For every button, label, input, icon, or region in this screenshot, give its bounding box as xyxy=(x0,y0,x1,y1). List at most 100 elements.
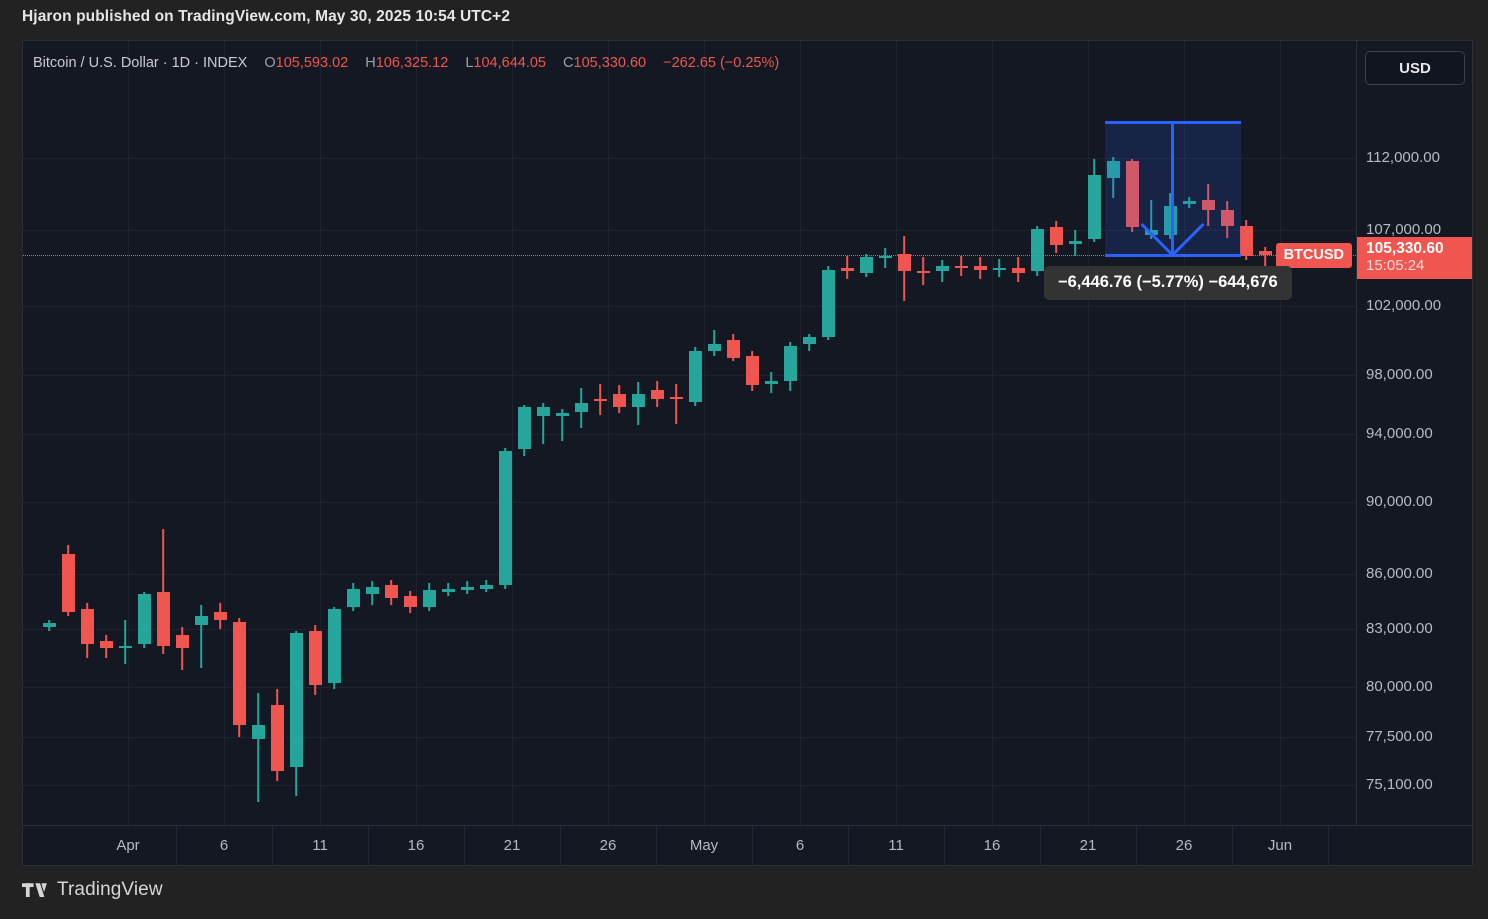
time-scale-separator xyxy=(272,826,273,865)
gridline-horizontal xyxy=(23,434,1358,435)
candlestick xyxy=(726,333,740,362)
candle-body xyxy=(1011,267,1025,273)
current-price-label[interactable]: 105,330.60 15:05:24 xyxy=(1357,237,1472,279)
time-axis-label: 16 xyxy=(983,837,1001,854)
chart-plot-area[interactable]: −6,446.76 (−5.77%) −644,676 BTCUSD xyxy=(23,41,1358,826)
gridline-vertical xyxy=(1184,41,1185,826)
candle-body xyxy=(498,450,512,585)
footer: TradingView xyxy=(22,879,163,901)
measurement-bottom-edge[interactable] xyxy=(1105,253,1241,257)
candlestick xyxy=(232,618,246,737)
price-axis-label: 102,000.00 xyxy=(1366,297,1442,314)
candle-body xyxy=(954,266,968,269)
candle-body xyxy=(327,608,341,684)
gridline-vertical xyxy=(896,41,897,826)
candle-body xyxy=(99,640,113,649)
currency-badge[interactable]: USD xyxy=(1365,51,1465,85)
gridline-vertical xyxy=(1280,41,1281,826)
candlestick xyxy=(270,689,284,781)
candle-body xyxy=(232,621,246,725)
candle-wick xyxy=(200,605,202,668)
candlestick xyxy=(935,260,949,282)
candlestick xyxy=(1030,225,1044,276)
symbol-badge[interactable]: BTCUSD xyxy=(1275,243,1352,269)
time-scale-separator xyxy=(752,826,753,865)
candle-body xyxy=(840,267,854,272)
gridline-horizontal xyxy=(23,306,1358,307)
candlestick xyxy=(555,408,569,441)
time-axis-label: Jun xyxy=(1267,837,1293,854)
time-scale-separator xyxy=(464,826,465,865)
price-axis-label: 75,100.00 xyxy=(1366,776,1433,793)
candle-wick xyxy=(960,255,962,276)
candle-body xyxy=(1030,228,1044,272)
candle-body xyxy=(42,623,56,628)
chart-panel: −6,446.76 (−5.77%) −644,676 BTCUSD Bitcoi… xyxy=(22,40,1473,866)
candle-body xyxy=(384,585,398,598)
time-axis-label: May xyxy=(689,837,719,854)
candle-body xyxy=(916,271,930,274)
candlestick xyxy=(859,254,873,278)
candle-body xyxy=(1220,209,1234,226)
candlestick xyxy=(612,385,626,414)
price-axis-label: 80,000.00 xyxy=(1366,678,1433,695)
candle-body xyxy=(897,254,911,272)
candle-wick xyxy=(846,255,848,279)
time-scale[interactable]: Apr 6 11 16 21 26 May 6 11 16 21 26 Jun xyxy=(23,825,1472,865)
gridline-vertical xyxy=(512,41,513,826)
candle-body xyxy=(422,590,436,607)
candle-body xyxy=(764,380,778,384)
candlestick xyxy=(365,581,379,606)
measurement-box[interactable] xyxy=(1105,120,1241,257)
time-scale-separator xyxy=(848,826,849,865)
tradingview-logo-icon xyxy=(22,882,47,897)
candle-body xyxy=(479,585,493,589)
measurement-top-edge[interactable] xyxy=(1105,120,1241,124)
candlestick xyxy=(327,607,341,689)
time-axis-label: 26 xyxy=(1175,837,1193,854)
time-scale-separator xyxy=(1136,826,1137,865)
candle-body xyxy=(555,413,569,417)
candlestick xyxy=(346,583,360,611)
tradingview-brand: TradingView xyxy=(57,879,163,900)
candle-wick xyxy=(1150,199,1152,240)
time-axis-label: 21 xyxy=(1079,837,1097,854)
publisher-byline: Hjaron published on TradingView.com, May… xyxy=(22,8,511,25)
candle-body xyxy=(992,267,1006,270)
candle-body xyxy=(517,407,531,450)
gridline-horizontal xyxy=(23,230,1358,231)
candlestick xyxy=(175,627,189,670)
candlestick xyxy=(498,447,512,589)
time-scale-separator xyxy=(944,826,945,865)
gridline-horizontal xyxy=(23,687,1358,688)
candle-body xyxy=(1087,175,1101,240)
candle-body xyxy=(612,394,626,408)
candle-wick xyxy=(181,627,183,670)
candle-body xyxy=(574,403,588,412)
price-axis-label: 90,000.00 xyxy=(1366,493,1433,510)
candlestick xyxy=(1049,221,1063,253)
candlestick xyxy=(1239,219,1253,261)
candlestick xyxy=(479,579,493,593)
candlestick xyxy=(954,255,968,276)
gridline-vertical xyxy=(128,41,129,826)
time-axis-label: 16 xyxy=(407,837,425,854)
gridline-vertical xyxy=(320,41,321,826)
time-axis-label: 21 xyxy=(503,837,521,854)
candlestick xyxy=(574,388,588,429)
candle-wick xyxy=(941,260,943,282)
candlestick xyxy=(1201,183,1215,226)
candle-body xyxy=(460,586,474,591)
candlestick xyxy=(517,404,531,457)
price-scale[interactable]: USD 112,000.00 107,000.00 102,000.00 98,000… xyxy=(1356,41,1472,842)
candlestick xyxy=(764,371,778,393)
candle-body xyxy=(783,345,797,381)
candlestick xyxy=(688,347,702,406)
candlestick xyxy=(1182,196,1196,209)
gridline-horizontal xyxy=(23,574,1358,575)
candlestick xyxy=(1011,257,1025,282)
candlestick xyxy=(1068,230,1082,256)
candle-body xyxy=(1125,160,1139,228)
time-scale-separator xyxy=(656,826,657,865)
candlestick xyxy=(42,619,56,631)
